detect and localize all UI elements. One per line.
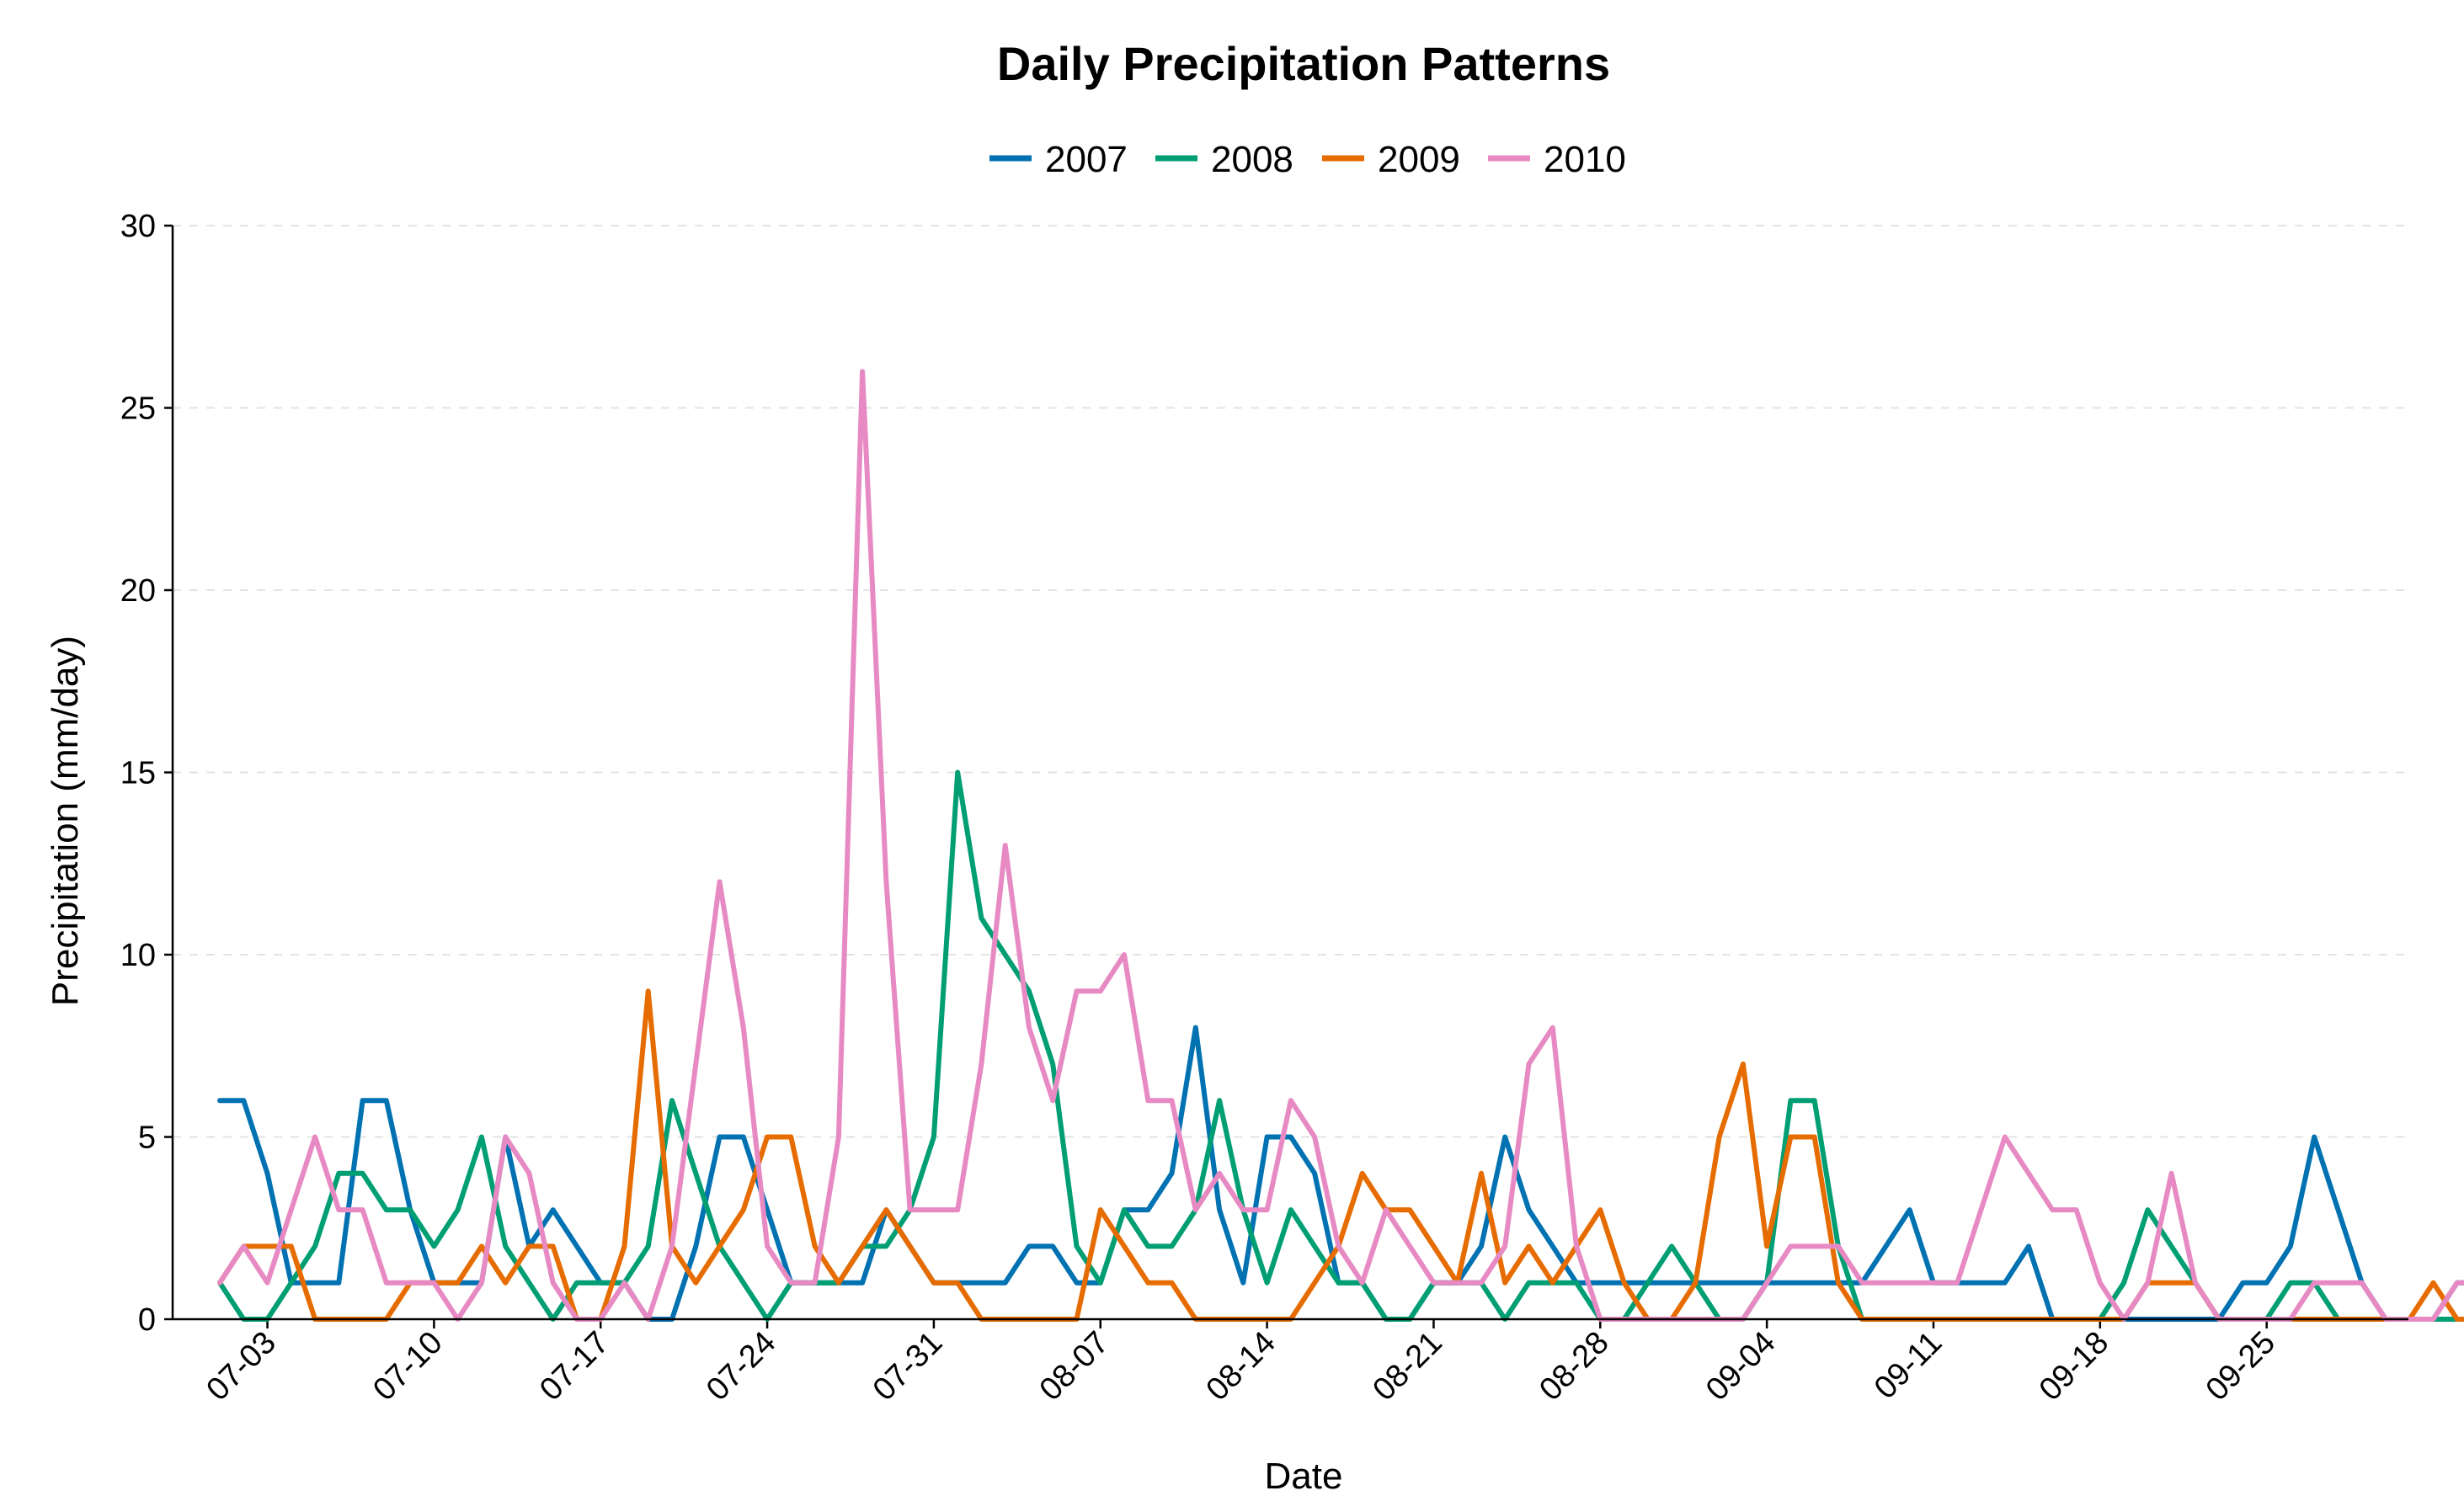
- legend-label-2008: 2008: [1211, 139, 1293, 180]
- x-tick-label-09-04: 09-04: [1699, 1325, 1782, 1408]
- y-tick-label-10: 10: [120, 938, 156, 973]
- y-tick-label-20: 20: [120, 573, 156, 609]
- series-line-2010: [217, 369, 2464, 1322]
- y-tick-label-15: 15: [120, 756, 156, 791]
- x-tick-label-07-10: 07-10: [366, 1325, 449, 1408]
- x-tick-label-08-07: 08-07: [1033, 1325, 1116, 1408]
- legend-label-2007: 2007: [1045, 139, 1128, 180]
- x-tick-label-07-17: 07-17: [533, 1325, 616, 1408]
- x-tick-label-07-24: 07-24: [700, 1325, 782, 1408]
- x-tick-label-09-11: 09-11: [1868, 1325, 1949, 1406]
- x-tick-label-08-14: 08-14: [1200, 1325, 1283, 1408]
- legend-label-2010: 2010: [1544, 139, 1626, 180]
- legend: 2007 2008 2009 2010: [989, 139, 1626, 180]
- legend-label-2009: 2009: [1378, 139, 1460, 180]
- chart-title: Daily Precipitation Patterns: [997, 37, 1610, 90]
- x-tick-label-08-28: 08-28: [1533, 1325, 1615, 1408]
- grid-lines: [173, 225, 2408, 1138]
- x-axis-ticks: 07-03 07-10 07-17 07-24 07-31 08-07 08-14 08-21…: [200, 1319, 2282, 1408]
- y-tick-label-5: 5: [138, 1121, 156, 1156]
- x-tick-label-09-18: 09-18: [2033, 1325, 2115, 1408]
- x-axis-title: Date: [1265, 1456, 1343, 1497]
- y-axis-title: Precipitation (mm/day): [45, 636, 86, 1006]
- y-tick-label-25: 25: [120, 391, 156, 427]
- y-axis-ticks: 0 5 10 15 20 25 30: [120, 209, 173, 1338]
- x-tick-label-08-21: 08-21: [1366, 1325, 1448, 1408]
- x-tick-label-07-31: 07-31: [867, 1325, 949, 1408]
- series-lines: [217, 369, 2464, 1322]
- y-tick-label-0: 0: [138, 1302, 156, 1338]
- x-tick-label-09-25: 09-25: [2200, 1325, 2282, 1408]
- x-tick-label-07-03: 07-03: [200, 1325, 282, 1408]
- y-tick-label-30: 30: [120, 209, 156, 244]
